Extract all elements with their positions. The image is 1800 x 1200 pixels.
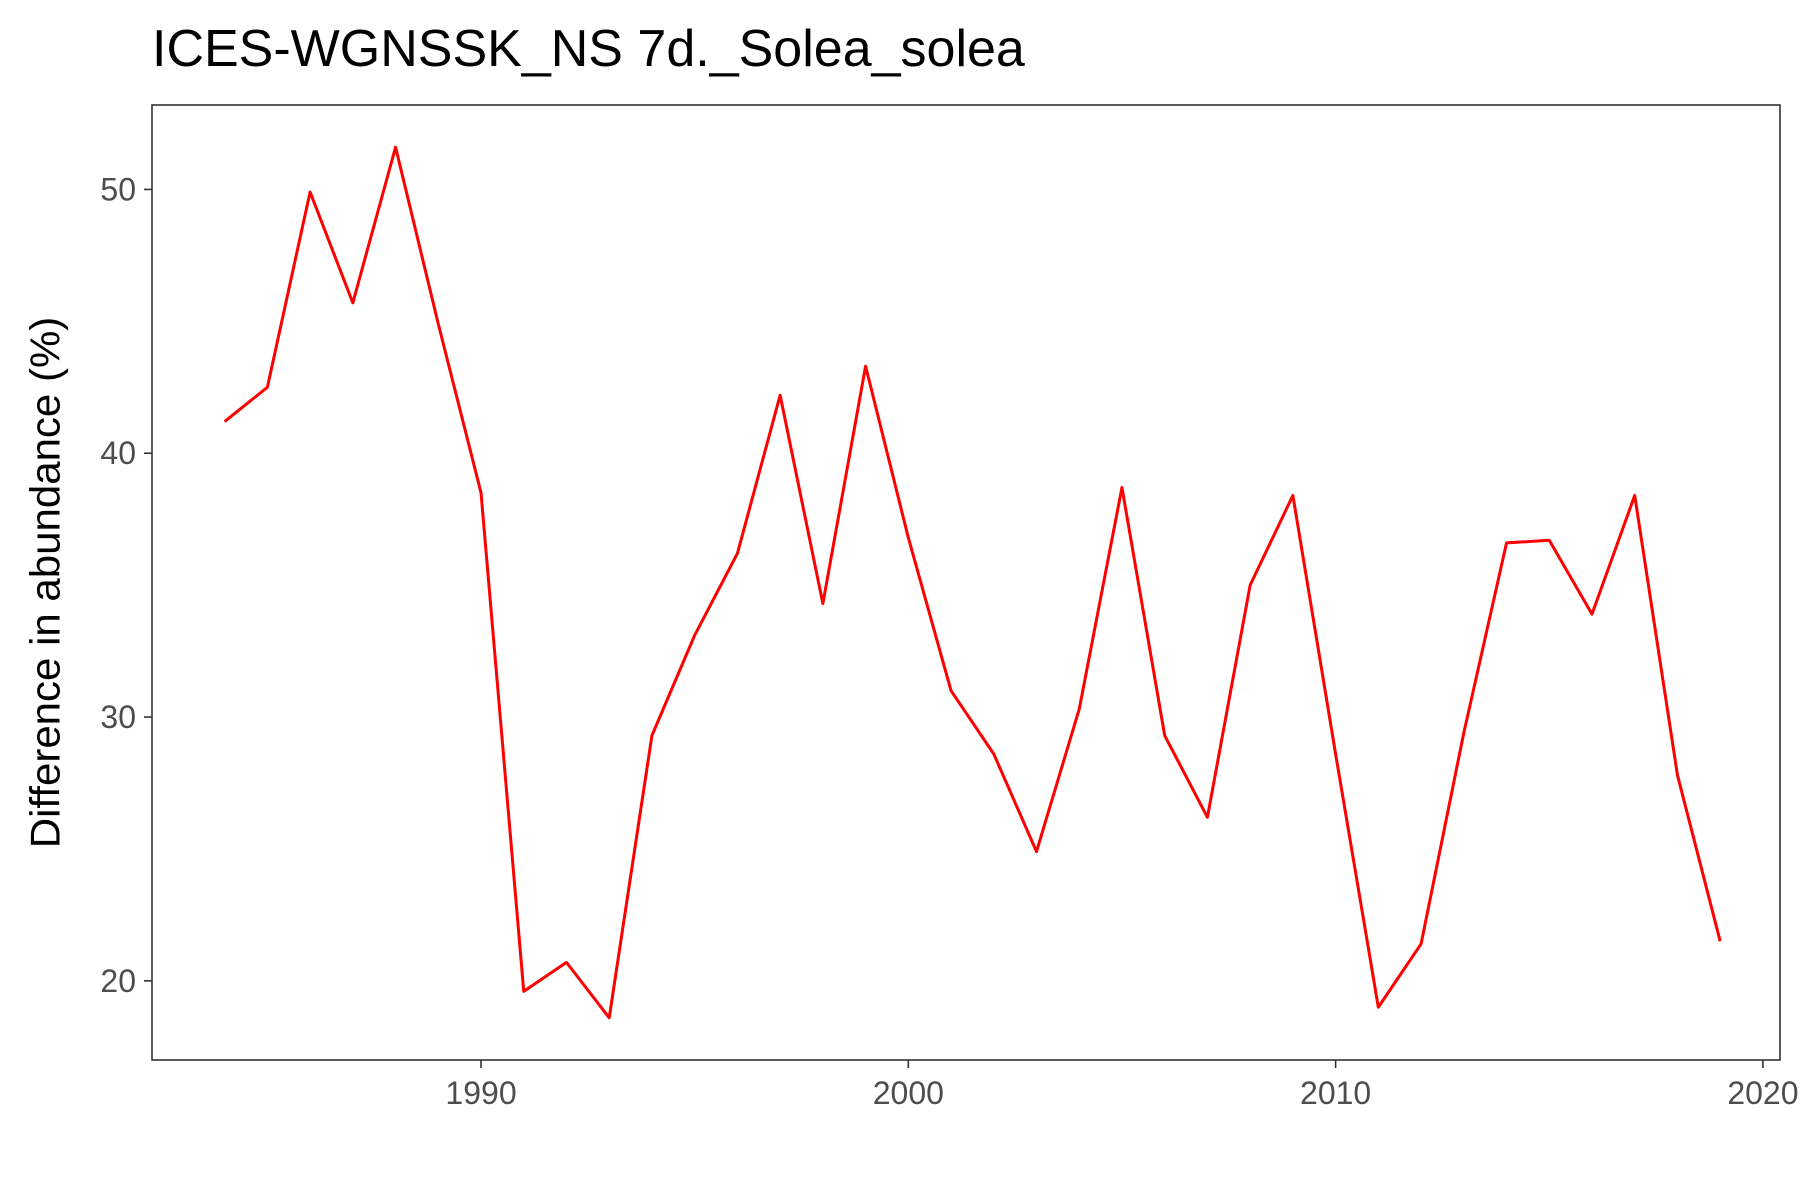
y-tick-label: 30 <box>100 699 136 735</box>
x-tick-label: 2010 <box>1300 1075 1371 1111</box>
series-line <box>223 145 1722 1020</box>
x-tick-label: 2020 <box>1727 1075 1798 1111</box>
y-tick-label: 50 <box>100 171 136 207</box>
chart-title: ICES-WGNSSK_NS 7d._Solea_solea <box>152 20 1025 78</box>
y-tick-label: 40 <box>100 435 136 471</box>
x-tick-label: 2000 <box>873 1075 944 1111</box>
y-axis-title: Difference in abundance (%) <box>22 317 69 849</box>
x-tick-label: 1990 <box>445 1075 516 1111</box>
y-tick-label: 20 <box>100 963 136 999</box>
x-axis: 1990 2000 2010 2020 <box>445 1060 1799 1111</box>
series-layer <box>223 145 1722 1020</box>
plot-panel <box>151 104 1781 1061</box>
y-axis: 20 30 40 50 <box>100 171 152 999</box>
